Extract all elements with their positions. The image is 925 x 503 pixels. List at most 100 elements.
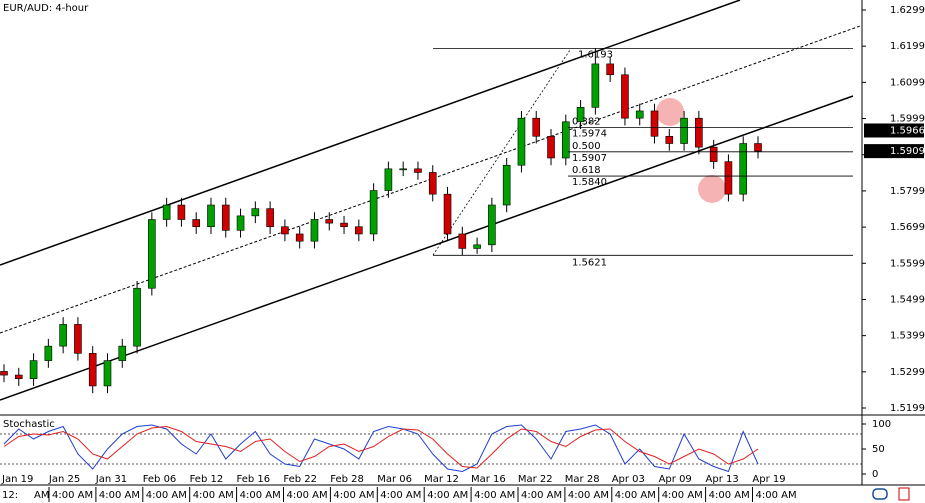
y-tick-label: 1.6199: [890, 41, 925, 52]
price-tag-bg: [864, 144, 924, 159]
x-date-label: Mar 12: [424, 474, 459, 485]
candle-body: [665, 135, 674, 144]
x-time-label: 4:00 AM: [474, 490, 515, 501]
candle-body: [547, 135, 555, 159]
x-date-label: Jan 31: [95, 474, 127, 485]
x-time-label: AM: [34, 490, 49, 501]
price-tag: 1.5909: [890, 146, 925, 157]
candle-body: [576, 107, 585, 123]
candle-body: [310, 219, 319, 242]
fib-ratio-label: 0.382: [572, 117, 601, 128]
x-date-label: Jan 25: [48, 474, 80, 485]
y-tick-label: 1.5999: [890, 114, 925, 125]
fib-price-label: 1.5840: [572, 177, 607, 188]
x-time-label: 4:00 AM: [521, 490, 562, 501]
stoch-line: [3, 424, 759, 473]
candle-body: [29, 360, 38, 379]
y-tick-label: 1.5599: [890, 258, 925, 269]
candle-body: [458, 233, 467, 249]
candle-body: [562, 121, 570, 159]
candle-body: [236, 215, 245, 231]
highlight-circle: [656, 98, 684, 126]
y-tick-label: 1.5799: [890, 186, 925, 197]
candle-body: [680, 117, 688, 144]
candle-body: [724, 161, 733, 195]
candle-body: [251, 208, 260, 217]
candle-body: [59, 324, 67, 347]
chart-title: EUR/AUD: 4-hour: [3, 3, 89, 14]
candle-body: [414, 168, 422, 173]
shift-icon[interactable]: [898, 487, 910, 501]
candle-body: [355, 226, 363, 235]
x-time-label: 4:00 AM: [287, 490, 328, 501]
x-time-label: 4:00 AM: [756, 490, 797, 501]
x-date-label: Apr 13: [706, 474, 739, 485]
candle-body: [148, 219, 156, 289]
x-time-label: 12:: [2, 490, 18, 501]
scroll-icon[interactable]: [872, 488, 888, 500]
x-date-label: Apr 19: [752, 474, 785, 485]
candle-body: [739, 143, 748, 195]
channel-lower: [0, 95, 854, 401]
candle-body: [517, 117, 526, 166]
candle-body: [473, 244, 481, 249]
x-time-label: 4:00 AM: [52, 490, 93, 501]
fib-ratio-label: 0.500: [572, 141, 601, 152]
x-time-label: 4:00 AM: [333, 490, 374, 501]
x-time-label: 4:00 AM: [709, 490, 750, 501]
stoch-tick-label: 100: [872, 419, 891, 430]
x-date-label: Feb 22: [283, 474, 317, 485]
x-time-label: 4:00 AM: [662, 490, 703, 501]
indicator-title: Stochastic: [3, 419, 55, 430]
candle-body: [118, 345, 127, 361]
y-tick-label: 1.5699: [890, 222, 925, 233]
x-date-label: Mar 16: [471, 474, 506, 485]
candle-body: [650, 110, 659, 137]
y-tick-label: 1.5199: [890, 403, 925, 414]
candle-body: [266, 208, 274, 228]
candle-body: [399, 168, 407, 171]
fib-price-label: 1.5974: [572, 129, 607, 140]
candle-body: [591, 63, 600, 108]
y-tick-label: 1.5299: [890, 367, 925, 378]
x-date-label: Apr 03: [612, 474, 645, 485]
x-date-label: Feb 16: [237, 474, 271, 485]
candle-body: [428, 172, 437, 195]
fib-trend: [432, 49, 571, 256]
stoch-tick-label: 0: [872, 469, 878, 480]
x-date-label: Feb 28: [330, 474, 364, 485]
fib-price-label: 1.6193: [578, 49, 613, 60]
x-time-label: 4:00 AM: [193, 490, 234, 501]
candle-body: [502, 164, 511, 206]
candle-body: [74, 324, 82, 354]
x-date-label: Apr 09: [659, 474, 692, 485]
fib-ratio-label: 0.618: [572, 165, 601, 176]
y-tick-label: 1.6099: [890, 77, 925, 88]
candle-body: [88, 353, 97, 387]
candle-body: [635, 110, 644, 119]
highlight-circle: [698, 175, 726, 203]
candle-body: [207, 204, 215, 228]
candle-body: [443, 193, 452, 235]
candle-body: [621, 74, 629, 119]
x-date-label: Feb 12: [190, 474, 224, 485]
candle-body: [281, 226, 289, 235]
price-tag: 1.5966: [890, 125, 925, 136]
candle-body: [532, 117, 541, 137]
price-tag-bg: [864, 123, 924, 138]
candle-body: [0, 371, 8, 376]
candle-body: [606, 63, 614, 76]
candle-body: [695, 117, 703, 148]
x-date-label: Mar 28: [565, 474, 600, 485]
candle-body: [369, 190, 378, 235]
candle-body: [754, 143, 762, 152]
candle-body: [340, 222, 348, 228]
candle-body: [177, 204, 186, 220]
candle-body: [488, 204, 496, 246]
candle-body: [133, 287, 141, 347]
candle-body: [325, 219, 334, 224]
x-time-label: 4:00 AM: [146, 490, 187, 501]
x-date-label: Feb 06: [143, 474, 177, 485]
y-tick-label: 1.6299: [890, 5, 925, 16]
y-tick-label: 1.5499: [890, 294, 925, 305]
